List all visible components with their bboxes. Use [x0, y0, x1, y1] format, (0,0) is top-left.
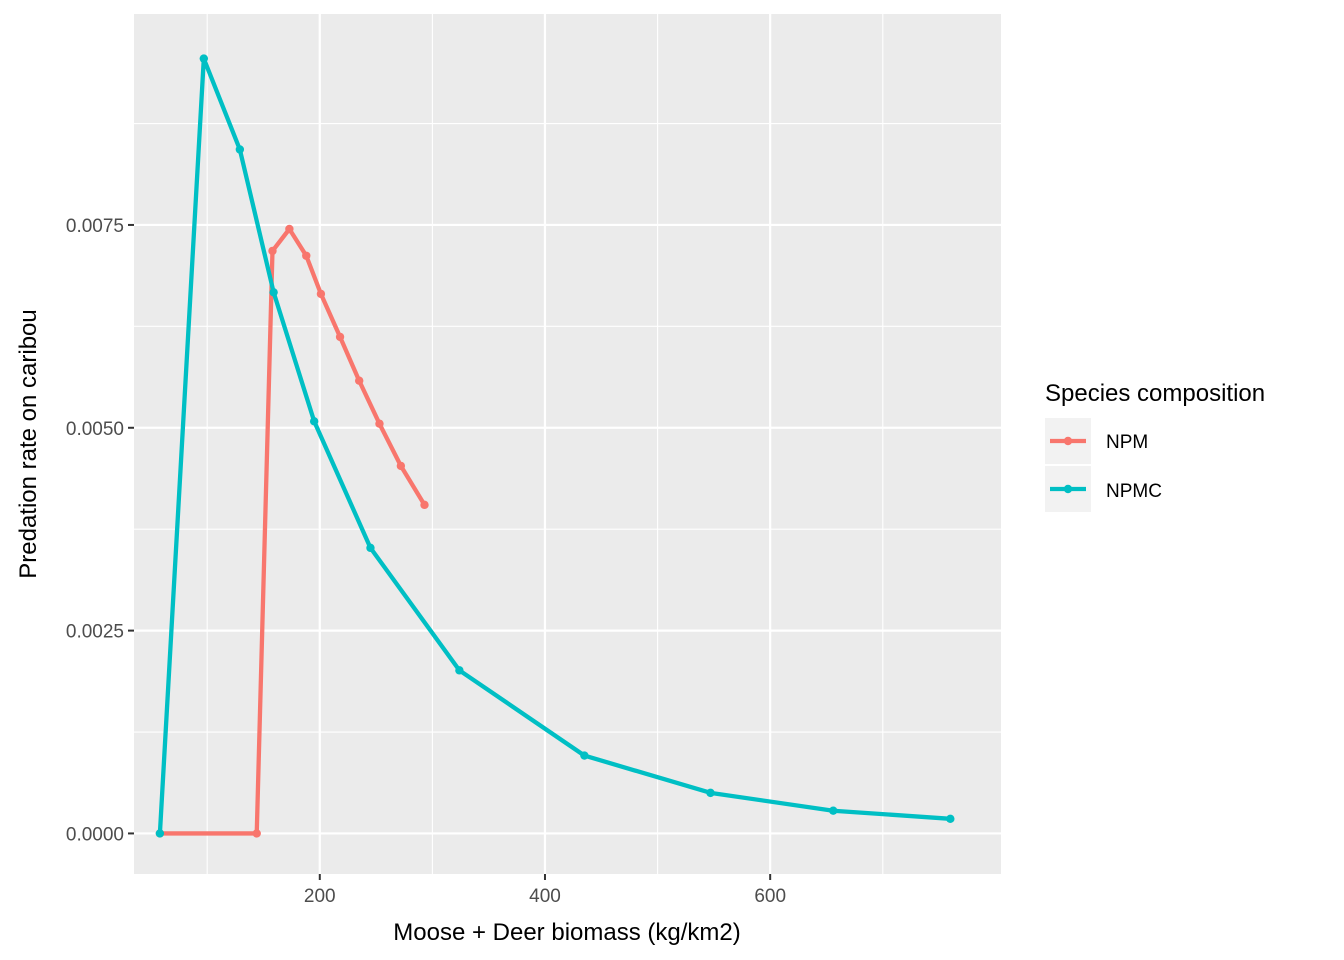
- data-point-npm: [316, 289, 326, 299]
- y-tick-label: 0.0075: [66, 216, 124, 237]
- y-tick-label: 0.0000: [66, 824, 124, 845]
- data-point-npm: [285, 224, 294, 234]
- data-point-npmc: [455, 666, 464, 675]
- data-point-npmc: [946, 814, 955, 824]
- y-tick-label: 0.0025: [66, 622, 124, 643]
- data-point-npm: [396, 461, 406, 471]
- legend-title: Species composition: [1045, 380, 1265, 407]
- minor-gridlines: [134, 14, 1001, 874]
- x-tick-label: 600: [754, 886, 786, 907]
- x-tick-label: 200: [304, 886, 336, 907]
- y-tick-label: 0.0050: [66, 419, 124, 440]
- data-point-npm: [252, 829, 261, 838]
- data-point-npm: [354, 376, 364, 385]
- legend-key-point-npmc: [1063, 484, 1073, 494]
- legend-label-npm: NPM: [1106, 432, 1148, 453]
- legend: Species composition NPM NPMC: [1045, 380, 1265, 512]
- panel-background: [134, 14, 1001, 874]
- data-point-npmc: [309, 417, 319, 426]
- data-point-npmc: [269, 288, 278, 297]
- data-point-npm: [420, 500, 429, 510]
- legend-keys: [1050, 436, 1086, 494]
- y-axis-title: Predation rate on caribou: [15, 309, 42, 579]
- data-point-npmc: [199, 54, 209, 63]
- legend-key-point-npm: [1063, 436, 1073, 446]
- data-point-npm: [375, 419, 384, 428]
- data-point-npmc: [706, 788, 715, 798]
- x-tick-label: 400: [529, 886, 561, 907]
- data-point-npm: [302, 251, 311, 260]
- data-point-npm: [335, 332, 345, 342]
- y-axis: 0.0000 0.0025 0.0050 0.0075: [66, 216, 134, 845]
- x-axis: 200 400 600: [304, 874, 786, 907]
- x-axis-title: Moose + Deer biomass (kg/km2): [393, 919, 740, 946]
- series-layer: [155, 54, 955, 838]
- data-point-npmc: [235, 145, 245, 154]
- data-point-npmc: [155, 829, 165, 838]
- data-point-npm: [268, 246, 277, 256]
- data-point-npmc: [580, 751, 589, 760]
- data-point-npmc: [829, 806, 838, 815]
- data-point-npmc: [366, 543, 375, 553]
- legend-label-npmc: NPMC: [1106, 481, 1162, 502]
